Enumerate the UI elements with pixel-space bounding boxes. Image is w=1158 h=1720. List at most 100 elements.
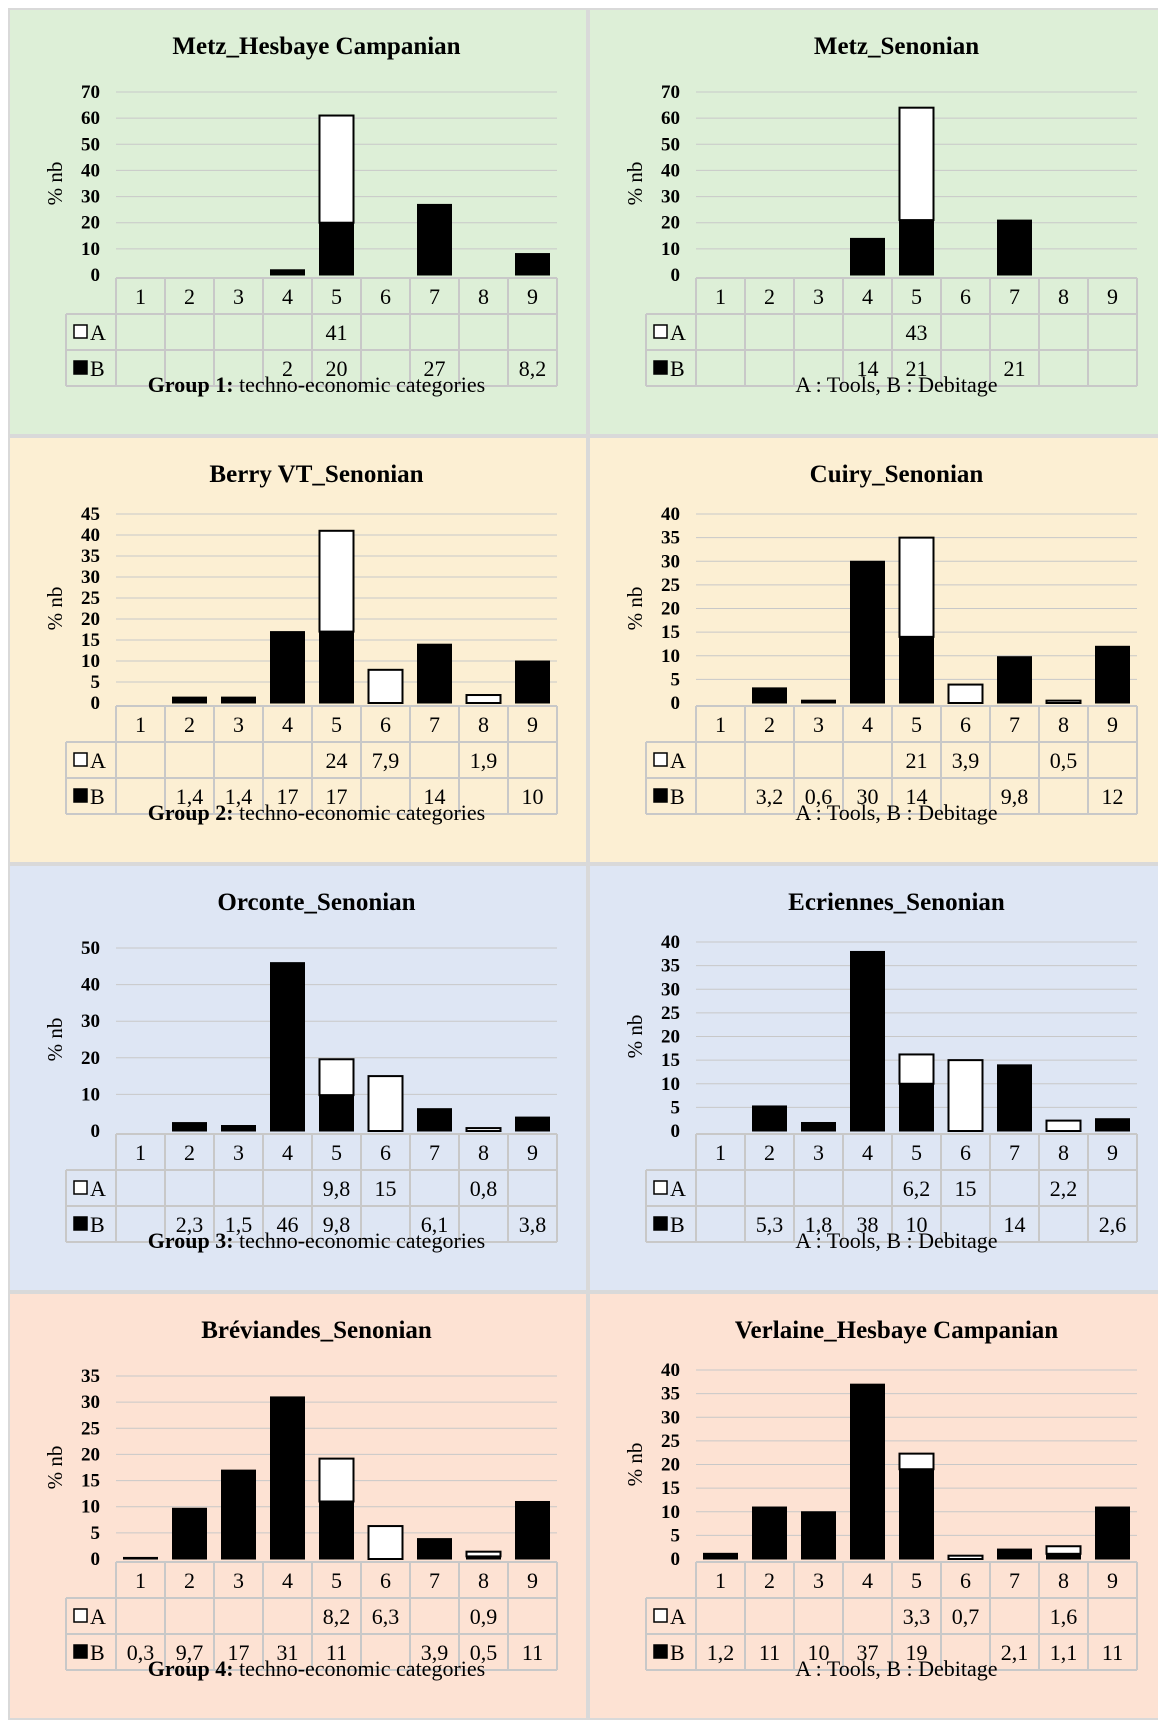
x-tick-label: 2 [184, 1140, 195, 1165]
chart-panel: Bréviandes_Senonian 0 5 10 15 20 25 30 35% nb 1 2 3… [8, 1292, 588, 1720]
x-tick-label: 7 [1009, 1568, 1020, 1593]
y-tick-label: 0 [671, 693, 681, 714]
y-tick-label: 5 [91, 1523, 101, 1544]
data-label: 9,8 [323, 1176, 351, 1201]
x-tick-label: 1 [715, 1140, 726, 1165]
x-tick-label: 7 [429, 1140, 440, 1165]
y-tick-label: 20 [661, 599, 680, 620]
data-label: 9,8 [1001, 784, 1029, 809]
bar-debitage [417, 203, 452, 276]
x-tick-label: 1 [715, 1568, 726, 1593]
data-label: 2,2 [1050, 1176, 1078, 1201]
y-tick-label: 10 [81, 651, 100, 672]
data-label: 1,2 [707, 1640, 735, 1665]
chart-title: Metz_Hesbaye Campanian [172, 33, 460, 60]
legend-tools-swatch [653, 1608, 668, 1623]
data-label: 7,9 [372, 748, 400, 773]
y-tick-label: 35 [81, 546, 100, 567]
bar-tools [898, 1053, 935, 1085]
y-axis-label: % nb [623, 1015, 647, 1059]
bar-debitage [417, 643, 452, 704]
y-tick-label: 40 [661, 1360, 680, 1381]
data-label: 37 [857, 1640, 879, 1665]
legend-tools-swatch [73, 1180, 88, 1195]
y-tick-label: 15 [661, 1050, 680, 1071]
y-tick-label: 50 [81, 938, 100, 959]
bar-debitage [997, 1548, 1032, 1560]
data-label: 2,6 [1099, 1212, 1127, 1237]
bar-debitage [801, 1511, 836, 1560]
y-tick-label: 5 [91, 672, 101, 693]
x-tick-label: 3 [813, 1568, 824, 1593]
data-label: 9,8 [323, 1212, 351, 1237]
data-label: 0,9 [470, 1604, 498, 1629]
bar-tools [318, 1058, 355, 1097]
chart-svg: Verlaine_Hesbaye Campanian05101520253035… [623, 1317, 1138, 1681]
y-tick-label: 0 [91, 693, 101, 714]
bar-debitage [752, 1506, 787, 1560]
legend-tools-swatch [73, 752, 88, 767]
bar-debitage [899, 636, 934, 704]
legend-debitage-swatch [73, 1216, 88, 1231]
y-tick-label: 20 [81, 609, 100, 630]
y-tick-label: 10 [661, 239, 680, 260]
bar-debitage [997, 219, 1032, 276]
x-tick-label: 7 [429, 1568, 440, 1593]
data-label: 14 [1004, 1212, 1026, 1237]
chart-title: Bréviandes_Senonian [201, 1317, 432, 1344]
chart-svg: Metz_Hesbaye Campanian 0 10 20 30 40 50 60 70 % n… [43, 33, 558, 397]
data-label: 3,2 [756, 784, 784, 809]
data-label: 21 [906, 356, 928, 381]
bar-debitage [319, 1094, 354, 1132]
x-tick-label: 9 [527, 1568, 538, 1593]
data-label: 3,3 [903, 1604, 931, 1629]
bar-debitage [319, 631, 354, 704]
bar-debitage [270, 962, 305, 1132]
bar-tools [318, 114, 355, 224]
x-tick-label: 1 [135, 284, 146, 309]
x-tick-label: 7 [429, 284, 440, 309]
chart-title: Metz_Senonian [814, 33, 979, 60]
y-tick-label: 15 [661, 622, 680, 643]
data-label: 21 [1004, 356, 1026, 381]
series-name: B [90, 1640, 105, 1665]
bar-debitage [997, 1064, 1032, 1132]
y-tick-label: 20 [81, 1048, 100, 1069]
data-label: 5,3 [756, 1212, 784, 1237]
legend-tools-swatch [653, 1180, 668, 1195]
x-tick-label: 9 [527, 712, 538, 737]
series-name: B [670, 356, 685, 381]
data-label: 0,5 [470, 1640, 498, 1665]
data-label: 2,3 [176, 1212, 204, 1237]
x-tick-label: 8 [478, 1568, 489, 1593]
y-tick-label: 15 [81, 1471, 100, 1492]
y-tick-label: 0 [91, 265, 101, 286]
legend-tools-swatch [653, 324, 668, 339]
legend-debitage-swatch [653, 788, 668, 803]
y-tick-label: 40 [661, 504, 680, 525]
data-label: 14 [424, 784, 446, 809]
x-tick-label: 4 [282, 284, 293, 309]
data-label: 1,9 [470, 748, 498, 773]
y-tick-label: 10 [661, 1502, 680, 1523]
y-tick-label: 45 [81, 504, 100, 525]
bar-debitage [899, 1468, 934, 1560]
y-axis-label: % nb [43, 162, 67, 206]
bar-debitage [172, 1122, 207, 1132]
data-label: 10 [522, 784, 544, 809]
series-name: B [90, 356, 105, 381]
legend-debitage-swatch [653, 1644, 668, 1659]
x-tick-label: 9 [527, 284, 538, 309]
bar-tools [465, 1127, 502, 1132]
bar-debitage [319, 222, 354, 276]
x-tick-label: 3 [813, 1140, 824, 1165]
bar-debitage [850, 1383, 885, 1560]
y-tick-label: 25 [661, 1431, 680, 1452]
x-tick-label: 9 [1107, 1568, 1118, 1593]
bar-tools [367, 668, 404, 705]
series-name: A [90, 1176, 106, 1201]
x-tick-label: 5 [911, 284, 922, 309]
y-tick-label: 5 [671, 1097, 681, 1118]
data-label: 3,9 [421, 1640, 449, 1665]
